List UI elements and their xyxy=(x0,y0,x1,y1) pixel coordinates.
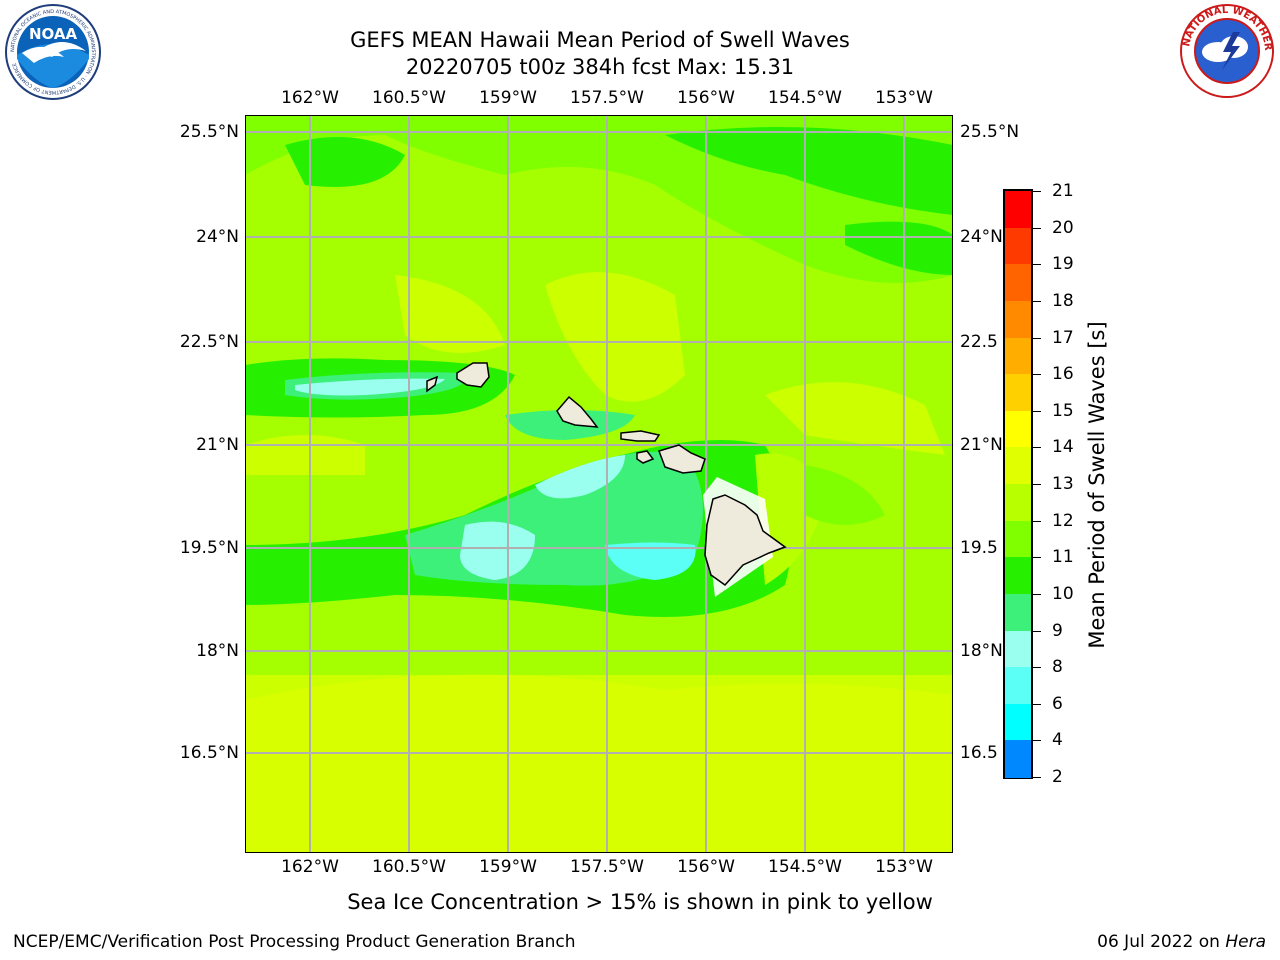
lon-tick-bottom: 162°W xyxy=(281,857,339,877)
colorbar-segment xyxy=(1005,520,1031,558)
colorbar-tick-mark xyxy=(1033,703,1041,705)
swell-period-map xyxy=(245,115,953,853)
colorbar-tick-label: 14 xyxy=(1052,437,1074,458)
colorbar-tick-label: 12 xyxy=(1052,510,1074,531)
lat-tick-right: 22.5 xyxy=(960,332,998,352)
colorbar-tick-label: 8 xyxy=(1052,657,1063,678)
colorbar-tick-mark xyxy=(1033,227,1041,229)
lon-tick-top: 154.5°W xyxy=(768,88,842,108)
colorbar-tick-label: 11 xyxy=(1052,547,1074,568)
colorbar-tick-mark xyxy=(1033,191,1041,192)
colorbar-segment xyxy=(1005,447,1031,485)
colorbar-tick-mark xyxy=(1033,410,1041,412)
island-maui xyxy=(658,444,706,474)
field-central-yellow xyxy=(545,272,685,402)
colorbar-tick-label: 17 xyxy=(1052,327,1074,348)
colorbar-tick-mark xyxy=(1033,337,1041,339)
colorbar-segment xyxy=(1005,410,1031,448)
colorbar-tick-mark xyxy=(1033,740,1041,742)
colorbar-segment xyxy=(1005,557,1031,595)
lon-tick-top: 153°W xyxy=(875,88,933,108)
colorbar-tick-label: 20 xyxy=(1052,217,1074,238)
lat-tick-left: 16.5°N xyxy=(179,743,239,763)
lon-tick-bottom: 160.5°W xyxy=(372,857,446,877)
island-lanai xyxy=(636,450,655,464)
render-host: Hera xyxy=(1225,932,1266,952)
lat-tick-right: 19.5 xyxy=(960,538,998,558)
colorbar-tick-label: 10 xyxy=(1052,583,1074,604)
colorbar-tick-mark xyxy=(1033,667,1041,669)
colorbar-tick-label: 2 xyxy=(1052,767,1063,787)
colorbar-segment xyxy=(1005,740,1031,778)
lon-tick-top: 159°W xyxy=(479,88,537,108)
colorbar-tick-mark xyxy=(1033,374,1041,376)
sea-ice-note: Sea Ice Concentration > 15% is shown in … xyxy=(347,890,933,914)
nws-logo: NATIONAL WEATHER SERVICE xyxy=(1174,0,1276,100)
noaa-logo: NOAA NATIONAL OCEANIC AND ATMOSPHERIC AD… xyxy=(4,3,102,101)
colorbar-tick-label: 6 xyxy=(1052,693,1063,714)
lat-tick-left: 21°N xyxy=(196,435,239,455)
colorbar-tick-label: 13 xyxy=(1052,474,1074,494)
lat-tick-left: 18°N xyxy=(196,641,239,661)
colorbar-tick-label: 15 xyxy=(1052,400,1074,421)
colorbar-tick-label: 4 xyxy=(1052,730,1063,751)
colorbar-tick-label: 16 xyxy=(1052,364,1074,385)
colorbar-tick-label: 18 xyxy=(1052,290,1074,311)
map-title: GEFS MEAN Hawaii Mean Period of Swell Wa… xyxy=(350,28,850,52)
render-date: 06 Jul 2022 on Hera xyxy=(1097,932,1266,952)
lon-tick-bottom: 156°W xyxy=(677,857,735,877)
colorbar-segment xyxy=(1005,667,1031,705)
lon-tick-bottom: 159°W xyxy=(479,857,537,877)
colorbar-tick-mark xyxy=(1033,447,1041,449)
colorbar-tick-mark xyxy=(1033,520,1041,522)
island-oahu xyxy=(556,395,599,428)
colorbar-tick-mark xyxy=(1033,484,1041,485)
colorbar-segment xyxy=(1005,264,1031,302)
colorbar-tick-mark xyxy=(1033,777,1041,778)
lon-tick-top: 156°W xyxy=(677,88,735,108)
lon-tick-top: 160.5°W xyxy=(372,88,446,108)
island-kauai xyxy=(456,362,490,388)
lat-tick-right: 16.5 xyxy=(960,743,998,763)
colorbar-tick-mark xyxy=(1033,264,1041,266)
graticule xyxy=(245,115,953,853)
lat-tick-left: 22.5°N xyxy=(179,332,239,352)
map-subtitle: 20220705 t00z 384h fcst Max: 15.31 xyxy=(405,55,795,79)
colorbar-segment xyxy=(1005,703,1031,741)
colorbar-tick-label: 21 xyxy=(1052,181,1074,201)
lat-tick-right: 21°N xyxy=(960,435,1003,455)
lat-tick-right: 24°N xyxy=(960,227,1003,247)
colorbar-tick-label: 19 xyxy=(1052,254,1074,275)
colorbar-tick-mark xyxy=(1033,300,1041,302)
colorbar-segment xyxy=(1005,227,1031,265)
colorbar xyxy=(1003,189,1033,779)
lat-tick-left: 19.5°N xyxy=(179,538,239,558)
colorbar-tick-mark xyxy=(1033,557,1041,559)
colorbar-tick-label: 9 xyxy=(1052,620,1063,641)
colorbar-segment xyxy=(1005,337,1031,375)
colorbar-segment xyxy=(1005,484,1031,522)
producer-credit: NCEP/EMC/Verification Post Processing Pr… xyxy=(13,932,576,952)
lon-tick-top: 157.5°W xyxy=(570,88,644,108)
colorbar-segment xyxy=(1005,630,1031,668)
colorbar-segment xyxy=(1005,191,1031,229)
colorbar-title: Mean Period of Swell Waves [s] xyxy=(1085,321,1109,649)
lon-tick-bottom: 153°W xyxy=(875,857,933,877)
lat-tick-right: 18°N xyxy=(960,641,1003,661)
lat-tick-left: 24°N xyxy=(196,227,239,247)
colorbar-tick-mark xyxy=(1033,593,1041,595)
colorbar-segment xyxy=(1005,374,1031,412)
svg-text:NOAA: NOAA xyxy=(29,25,78,43)
lon-tick-bottom: 157.5°W xyxy=(570,857,644,877)
lat-tick-left: 25.5°N xyxy=(179,122,239,142)
colorbar-segment xyxy=(1005,300,1031,338)
colorbar-segment xyxy=(1005,593,1031,631)
island-niihau xyxy=(426,375,439,393)
render-date-text: 06 Jul 2022 on xyxy=(1097,932,1220,952)
lat-tick-right: 25.5°N xyxy=(960,122,1020,142)
island-molokai xyxy=(620,430,661,442)
lon-tick-bottom: 154.5°W xyxy=(768,857,842,877)
colorbar-tick-mark xyxy=(1033,630,1041,632)
lon-tick-top: 162°W xyxy=(281,88,339,108)
